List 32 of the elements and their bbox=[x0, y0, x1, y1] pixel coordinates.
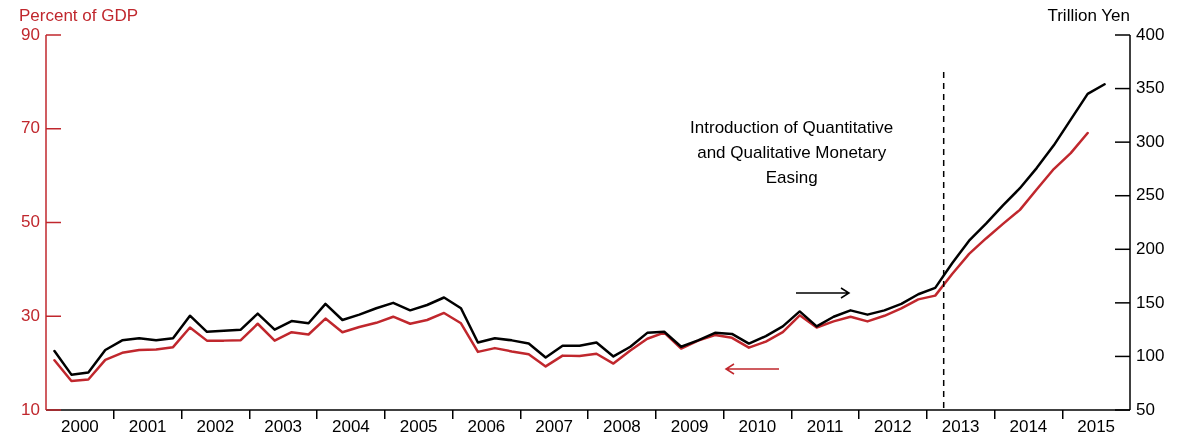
ref-line-label: Introduction of Quantitative and Qualitative Monetary Easing bbox=[690, 117, 894, 187]
y2-tick-label: 50 bbox=[1136, 399, 1155, 419]
x-tick-label: 2004 bbox=[331, 416, 370, 436]
y2-tick-label: 200 bbox=[1136, 238, 1165, 258]
x-tick-label: 2003 bbox=[264, 416, 303, 436]
y-tick-label: 70 bbox=[21, 118, 40, 138]
x-tick-label: 2006 bbox=[467, 416, 506, 436]
y2-tick-label: 150 bbox=[1136, 292, 1165, 312]
y2-tick-label: 300 bbox=[1136, 131, 1165, 151]
x-tick-label: 2011 bbox=[806, 416, 844, 436]
y-axis-title: Percent of GDP bbox=[19, 6, 139, 26]
y2-tick-label: 100 bbox=[1136, 346, 1165, 366]
x-tick-label: 2000 bbox=[60, 416, 99, 436]
x-tick-label: 2012 bbox=[873, 416, 912, 436]
y2-tick-label: 350 bbox=[1136, 78, 1165, 98]
x-tick-label: 2008 bbox=[602, 416, 641, 436]
y2-axis-title: Trillion Yen bbox=[1047, 6, 1130, 26]
y-tick-label: 50 bbox=[21, 212, 40, 232]
x-tick-label: 2009 bbox=[670, 416, 709, 436]
x-tick-label: 2001 bbox=[128, 416, 167, 436]
x-tick-label: 2014 bbox=[1009, 416, 1048, 436]
x-tick-label: 2015 bbox=[1077, 416, 1116, 436]
x-tick-label: 2013 bbox=[941, 416, 980, 436]
y2-tick-label: 400 bbox=[1136, 24, 1165, 44]
y-tick-label: 10 bbox=[21, 399, 40, 419]
y-tick-label: 30 bbox=[21, 305, 40, 325]
x-tick-label: 2002 bbox=[196, 416, 235, 436]
y-tick-label: 90 bbox=[21, 24, 40, 44]
y2-tick-label: 250 bbox=[1136, 185, 1165, 205]
x-tick-label: 2007 bbox=[535, 416, 574, 436]
x-tick-label: 2005 bbox=[399, 416, 438, 436]
x-tick-label: 2010 bbox=[738, 416, 777, 436]
